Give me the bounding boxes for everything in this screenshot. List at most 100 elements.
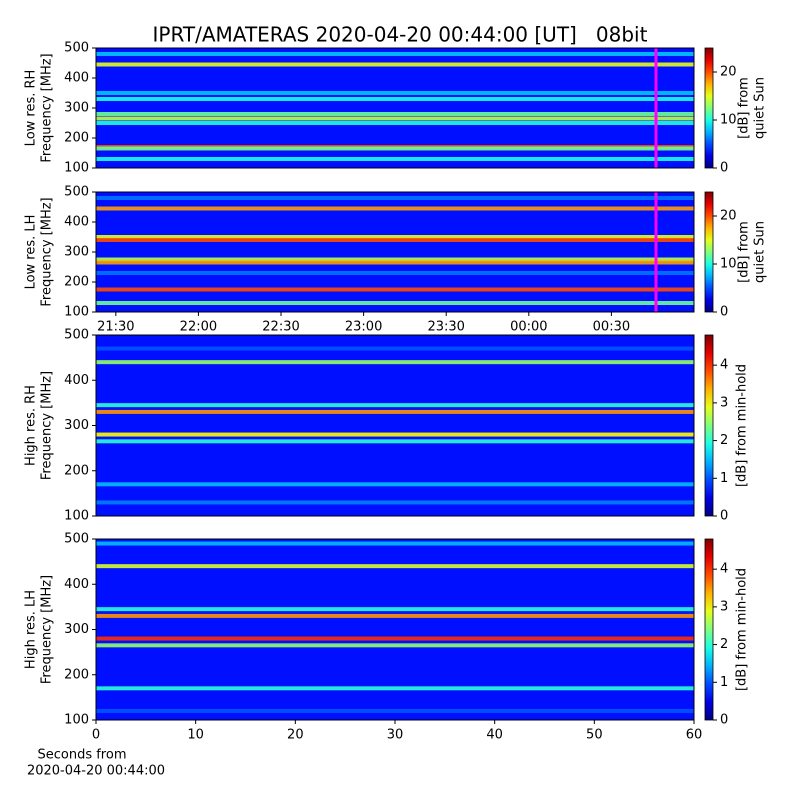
band: [96, 500, 694, 505]
x-tick-label: 22:00: [180, 320, 217, 335]
x-tick-label: 20: [287, 728, 304, 743]
y-tick-label: 500: [64, 185, 89, 200]
y-tick-label: 100: [64, 161, 89, 176]
y-axis-label: Frequency [MHz]: [40, 53, 55, 162]
y-tick-label: 300: [64, 418, 89, 433]
y-tick-label: 200: [64, 275, 89, 290]
y-tick-label: 400: [64, 577, 89, 592]
band: [96, 116, 694, 121]
figure-title: IPRT/AMATERAS 2020-04-20 00:44:00 [UT] 0…: [153, 23, 648, 47]
y-tick-label: 100: [64, 509, 89, 524]
y-axis-label: High res. LH: [24, 590, 39, 669]
band: [96, 439, 694, 444]
colorbar-label: [dB] from min-hold: [735, 364, 750, 487]
colorbar-tick-label: 20: [720, 65, 737, 80]
x-tick-label: 40: [486, 728, 503, 743]
x-tick-label: 0: [92, 728, 100, 743]
colorbar-tick-label: 1: [720, 675, 728, 690]
y-tick-label: 300: [64, 245, 89, 260]
x-tick-label: 00:00: [510, 320, 547, 335]
x-tick-label: 50: [586, 728, 603, 743]
band: [96, 360, 694, 365]
band: [96, 301, 694, 305]
y-tick-label: 400: [64, 215, 89, 230]
band: [96, 708, 694, 713]
colorbar-tick-label: 2: [720, 637, 728, 652]
band: [96, 541, 694, 546]
colorbar: [704, 47, 714, 169]
colorbar-label: [dB] from min-hold: [735, 568, 750, 691]
colorbar-tick-label: 0: [720, 713, 728, 728]
band: [96, 607, 694, 612]
y-tick-label: 400: [64, 71, 89, 86]
band: [96, 91, 694, 95]
y-tick-label: 100: [64, 713, 89, 728]
y-tick-label: 300: [64, 622, 89, 637]
y-axis-label: High res. RH: [24, 385, 39, 466]
x-axis-label: Seconds from: [37, 748, 126, 763]
y-axis-label: Low res. RH: [24, 70, 39, 147]
colorbar-label: [dB] from: [737, 77, 752, 139]
band: [96, 564, 694, 569]
y-tick-label: 500: [64, 41, 89, 56]
colorbar-tick-label: 10: [720, 113, 737, 128]
x-tick-label: 30: [387, 728, 404, 743]
band: [96, 643, 694, 648]
x-tick-label: 22:30: [262, 320, 299, 335]
colorbar-tick-label: 0: [720, 509, 728, 524]
band: [96, 97, 694, 101]
band: [96, 157, 694, 161]
band: [96, 287, 694, 292]
band: [96, 112, 694, 116]
band: [96, 346, 694, 351]
band: [96, 62, 694, 67]
colorbar-tick-label: 0: [720, 305, 728, 320]
band: [96, 235, 694, 239]
band: [96, 409, 694, 414]
y-tick-label: 100: [64, 305, 89, 320]
y-axis-label: Frequency [MHz]: [40, 371, 55, 480]
colorbar-tick-label: 3: [720, 395, 728, 410]
x-tick-label: 00:30: [593, 320, 630, 335]
y-tick-label: 500: [64, 328, 89, 343]
y-tick-label: 500: [64, 532, 89, 547]
colorbar-tick-label: 3: [720, 599, 728, 614]
band: [96, 613, 694, 618]
colorbar-tick-label: 10: [720, 257, 737, 272]
x-tick-label: 23:00: [345, 320, 382, 335]
y-axis-label: Frequency [MHz]: [40, 197, 55, 306]
y-tick-label: 400: [64, 373, 89, 388]
y-axis-label: Low res. LH: [24, 215, 39, 290]
colorbar: [704, 334, 714, 517]
colorbar-tick-label: 2: [720, 433, 728, 448]
colorbar: [704, 191, 714, 313]
colorbar-tick-label: 4: [720, 358, 728, 373]
band: [96, 257, 694, 262]
colorbar-tick-label: 4: [720, 562, 728, 577]
x-tick-label: 23:30: [427, 320, 464, 335]
x-tick-label: 60: [686, 728, 703, 743]
band: [96, 260, 694, 265]
band: [96, 271, 694, 275]
y-tick-label: 200: [64, 131, 89, 146]
band: [96, 432, 694, 437]
band: [96, 238, 694, 242]
colorbar-tick-label: 20: [720, 209, 737, 224]
colorbar-tick-label: 1: [720, 471, 728, 486]
x-axis-label: 2020-04-20 00:44:00: [27, 764, 165, 779]
band: [96, 121, 694, 125]
colorbar-label: quiet Sun: [753, 221, 768, 283]
colorbar-tick-label: 0: [720, 161, 728, 176]
band: [96, 482, 694, 487]
colorbar: [704, 538, 714, 721]
band: [96, 403, 694, 408]
spectrogram-background: [96, 192, 694, 312]
y-axis-label: Frequency [MHz]: [40, 575, 55, 684]
band: [96, 686, 694, 691]
colorbar-label: [dB] from: [737, 221, 752, 283]
x-tick-label: 10: [187, 728, 204, 743]
band: [96, 146, 694, 151]
band: [96, 636, 694, 641]
y-tick-label: 300: [64, 101, 89, 116]
